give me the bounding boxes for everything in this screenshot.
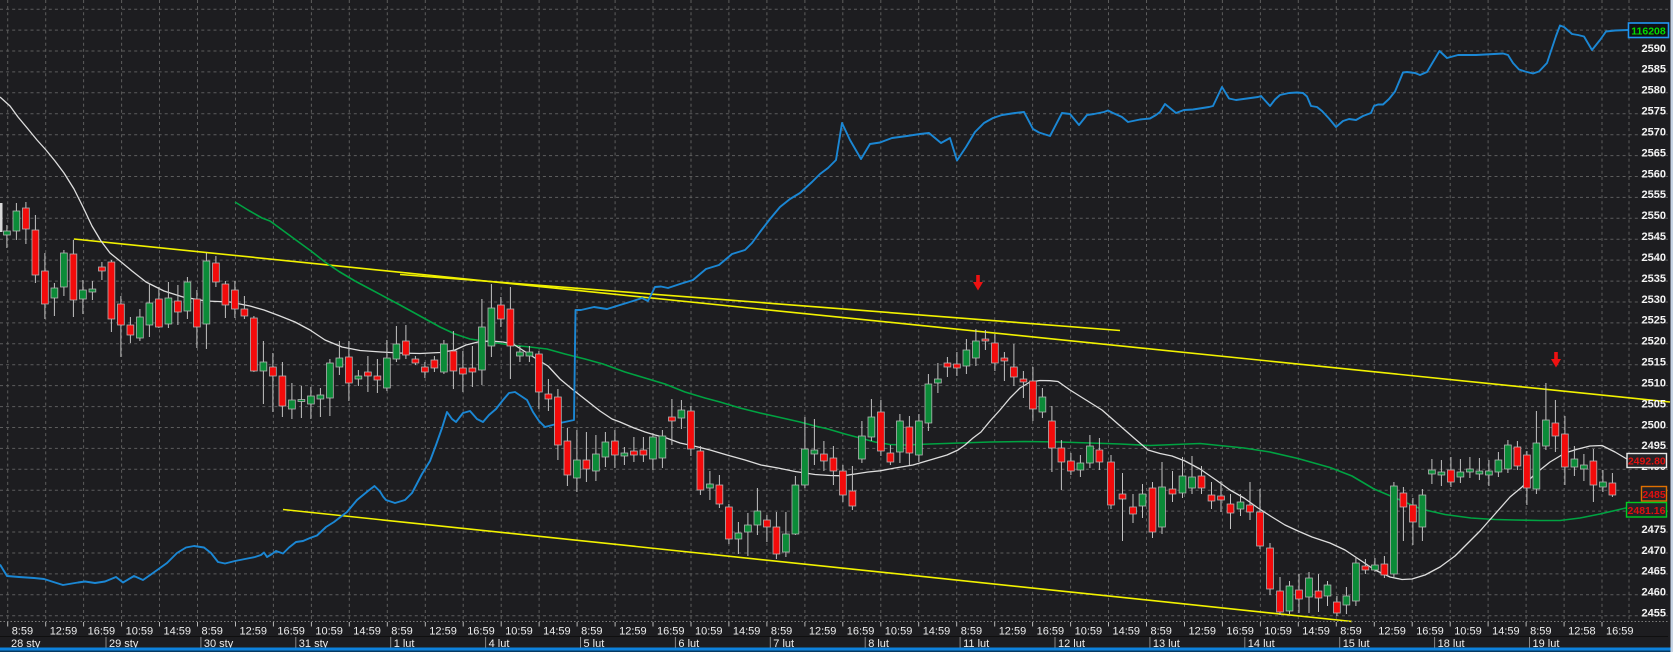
svg-text:2585: 2585: [1642, 64, 1666, 76]
svg-text:2505: 2505: [1642, 398, 1666, 410]
svg-text:12:59: 12:59: [999, 626, 1027, 638]
svg-text:16:59: 16:59: [1226, 626, 1254, 638]
svg-text:2575: 2575: [1642, 106, 1666, 118]
svg-text:10:59: 10:59: [315, 626, 343, 638]
svg-text:16:59: 16:59: [1606, 626, 1634, 638]
svg-text:2470: 2470: [1642, 545, 1666, 557]
svg-text:8:59: 8:59: [202, 626, 223, 638]
svg-text:2460: 2460: [1642, 587, 1666, 599]
svg-text:2465: 2465: [1642, 566, 1666, 578]
svg-text:1 lut: 1 lut: [394, 638, 415, 650]
svg-text:14:59: 14:59: [1302, 626, 1330, 638]
svg-text:8:59: 8:59: [1151, 626, 1172, 638]
svg-text:2510: 2510: [1642, 377, 1666, 389]
svg-text:19 lut: 19 lut: [1533, 638, 1560, 650]
svg-text:14:59: 14:59: [923, 626, 951, 638]
svg-text:2515: 2515: [1642, 357, 1666, 369]
svg-text:12:59: 12:59: [429, 626, 457, 638]
svg-text:30 sty: 30 sty: [204, 638, 234, 650]
svg-text:6 lut: 6 lut: [678, 638, 699, 650]
svg-text:116208: 116208: [1631, 26, 1666, 38]
svg-text:16:59: 16:59: [277, 626, 305, 638]
svg-text:16:59: 16:59: [88, 626, 116, 638]
svg-text:8:59: 8:59: [581, 626, 602, 638]
svg-text:10:59: 10:59: [1264, 626, 1292, 638]
svg-text:12 lut: 12 lut: [1058, 638, 1085, 650]
svg-text:12:59: 12:59: [50, 626, 78, 638]
svg-text:16:59: 16:59: [1416, 626, 1444, 638]
svg-text:10:59: 10:59: [695, 626, 723, 638]
svg-text:2540: 2540: [1642, 252, 1666, 264]
svg-text:10:59: 10:59: [126, 626, 154, 638]
svg-text:28 sty: 28 sty: [11, 638, 41, 650]
svg-text:2492.80: 2492.80: [1628, 456, 1666, 468]
svg-text:12:59: 12:59: [619, 626, 647, 638]
svg-text:12:59: 12:59: [1189, 626, 1217, 638]
svg-text:2495: 2495: [1642, 440, 1666, 452]
svg-text:8:59: 8:59: [12, 626, 33, 638]
svg-text:2525: 2525: [1642, 315, 1666, 327]
svg-text:12:59: 12:59: [1378, 626, 1406, 638]
svg-text:16:59: 16:59: [657, 626, 685, 638]
svg-text:8:59: 8:59: [1340, 626, 1361, 638]
svg-text:14:59: 14:59: [733, 626, 761, 638]
svg-text:14:59: 14:59: [543, 626, 571, 638]
svg-text:18 lut: 18 lut: [1438, 638, 1465, 650]
svg-text:12:59: 12:59: [809, 626, 837, 638]
svg-text:31 sty: 31 sty: [299, 638, 329, 650]
svg-text:14 lut: 14 lut: [1248, 638, 1275, 650]
svg-text:2500: 2500: [1642, 419, 1666, 431]
svg-text:29 sty: 29 sty: [109, 638, 139, 650]
svg-text:8:59: 8:59: [391, 626, 412, 638]
svg-text:2550: 2550: [1642, 210, 1666, 222]
svg-text:14:59: 14:59: [353, 626, 381, 638]
svg-text:2560: 2560: [1642, 168, 1666, 180]
svg-text:2535: 2535: [1642, 273, 1666, 285]
svg-text:13 lut: 13 lut: [1153, 638, 1180, 650]
svg-text:2485: 2485: [1642, 489, 1666, 501]
svg-text:7 lut: 7 lut: [773, 638, 794, 650]
svg-text:2555: 2555: [1642, 189, 1666, 201]
svg-text:15 lut: 15 lut: [1343, 638, 1370, 650]
svg-text:14:59: 14:59: [1492, 626, 1520, 638]
svg-text:11 lut: 11 lut: [963, 638, 989, 650]
svg-text:2481.16: 2481.16: [1628, 505, 1666, 517]
svg-text:8:59: 8:59: [961, 626, 982, 638]
svg-text:2520: 2520: [1642, 336, 1666, 348]
svg-text:8 lut: 8 lut: [868, 638, 889, 650]
svg-text:2570: 2570: [1642, 127, 1666, 139]
svg-text:12:59: 12:59: [240, 626, 268, 638]
svg-text:10:59: 10:59: [885, 626, 913, 638]
svg-text:2590: 2590: [1642, 43, 1666, 55]
svg-text:10:59: 10:59: [1454, 626, 1482, 638]
svg-text:8:59: 8:59: [1530, 626, 1551, 638]
svg-text:4 lut: 4 lut: [489, 638, 510, 650]
svg-text:14:59: 14:59: [164, 626, 192, 638]
svg-text:2580: 2580: [1642, 85, 1666, 97]
svg-text:8:59: 8:59: [771, 626, 792, 638]
svg-text:2545: 2545: [1642, 231, 1666, 243]
svg-text:12:58: 12:58: [1568, 626, 1596, 638]
svg-text:5 lut: 5 lut: [584, 638, 605, 650]
svg-text:16:59: 16:59: [1037, 626, 1065, 638]
svg-text:2475: 2475: [1642, 524, 1666, 536]
svg-text:10:59: 10:59: [505, 626, 533, 638]
svg-text:14:59: 14:59: [1113, 626, 1141, 638]
svg-text:2530: 2530: [1642, 294, 1666, 306]
svg-text:2455: 2455: [1642, 608, 1666, 620]
svg-text:2565: 2565: [1642, 147, 1666, 159]
svg-text:10:59: 10:59: [1075, 626, 1103, 638]
svg-text:16:59: 16:59: [847, 626, 875, 638]
svg-text:16:59: 16:59: [467, 626, 495, 638]
